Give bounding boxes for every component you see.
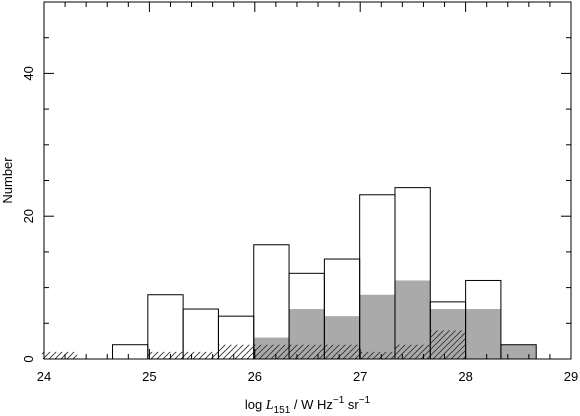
x-axis-title-prefix: log	[245, 397, 266, 412]
x-tick-label: 28	[458, 369, 472, 384]
x-axis-title: log L151 / W Hz−1 sr−1	[245, 395, 371, 416]
x-axis-title-exp1: −1	[333, 395, 345, 406]
plot-frame	[43, 1, 572, 360]
hatched-bar	[218, 344, 254, 359]
filled-bar	[500, 344, 537, 359]
x-tick-label: 24	[37, 369, 51, 384]
x-axis-title-middle: / W Hz	[290, 397, 333, 412]
x-axis-title-middle2: sr	[344, 397, 359, 412]
hatched-bar	[289, 344, 325, 359]
hatched-bar	[183, 351, 219, 359]
hatched-bar	[147, 351, 184, 359]
hatched-bar	[253, 344, 290, 359]
hatched-bar	[324, 344, 360, 359]
open-outline-bar	[112, 344, 149, 360]
ticks-layer: 24 25 26 27 28 29 0 20 40	[21, 1, 578, 384]
x-tick-label: 25	[142, 369, 156, 384]
x-tick-label: 26	[248, 369, 262, 384]
y-tick-label: 40	[21, 66, 36, 80]
y-tick-label: 20	[21, 209, 36, 223]
x-tick-label: 27	[353, 369, 367, 384]
x-axis-title-exp2: −1	[359, 395, 371, 406]
filled-bar	[359, 294, 395, 359]
open-outline-bar	[182, 308, 219, 360]
hatched-bar	[394, 344, 431, 359]
x-tick-label: 29	[564, 369, 578, 384]
open-outline-bar	[147, 294, 184, 360]
hatched-bar	[430, 330, 466, 359]
hatched-bar	[359, 351, 395, 359]
y-axis-title: Number	[0, 157, 15, 204]
y-tick-label: 0	[21, 355, 36, 362]
hatched-bar	[41, 351, 78, 359]
x-axis-title-symbol-sub: 151	[274, 405, 291, 416]
filled-bar	[465, 309, 501, 359]
bars-layer	[41, 187, 537, 360]
x-axis-title-symbol: L	[265, 398, 274, 413]
